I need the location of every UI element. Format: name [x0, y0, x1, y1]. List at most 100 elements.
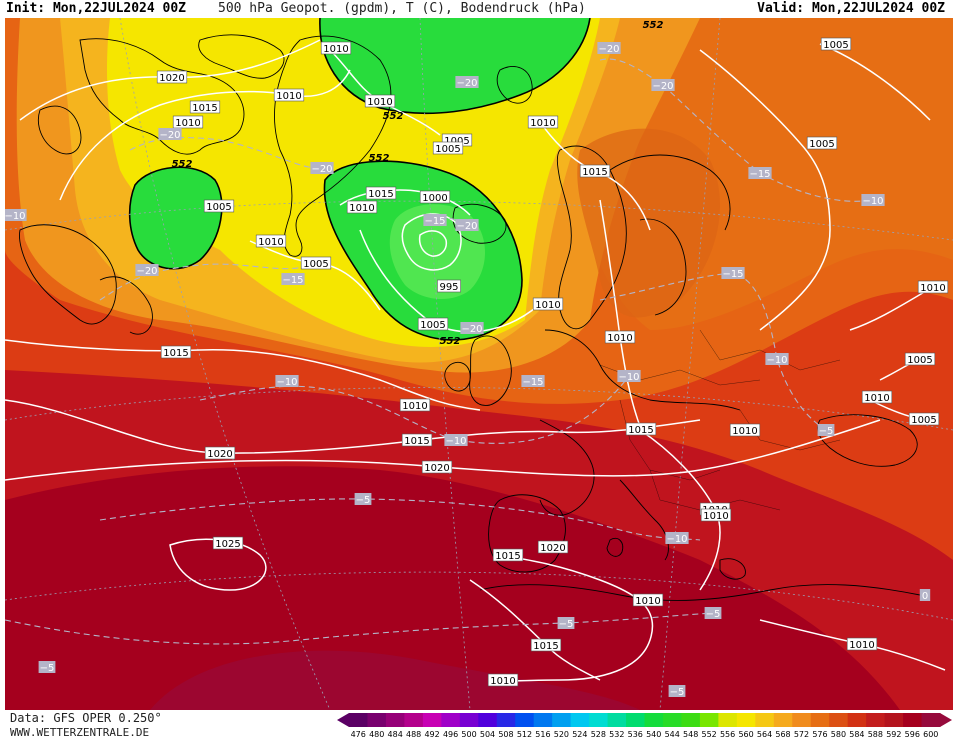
temp-label-text: −5 — [356, 495, 371, 506]
scale-value: 552 — [701, 730, 717, 739]
isobar-label: 1005 — [432, 141, 464, 155]
scale-swatch — [404, 713, 424, 727]
isobar-label: 1010 — [861, 390, 893, 404]
scale-swatch — [773, 713, 793, 727]
temp-label-text: −10 — [276, 377, 297, 388]
map-header: Init: Mon,22JUL2024 00Z 500 hPa Geopot. … — [0, 0, 959, 18]
scale-swatch — [736, 713, 756, 727]
temp-label-text: −15 — [749, 169, 770, 180]
temp-label-text: −5 — [670, 687, 685, 698]
temp-label: −20 — [158, 128, 182, 141]
temp-label: −20 — [135, 264, 159, 277]
isobar-label: 1020 — [204, 446, 236, 460]
scale-swatch — [829, 713, 849, 727]
isobar-label-text: 1010 — [323, 44, 348, 55]
isobar-label: 1015 — [365, 186, 397, 200]
temp-label-text: −20 — [461, 324, 482, 335]
isobar-label-text: 1010 — [607, 333, 632, 344]
website-credit: WWW.WETTERZENTRALE.DE — [10, 726, 150, 739]
temp-label-text: −15 — [722, 269, 743, 280]
isobar-label-text: 1015 — [533, 641, 558, 652]
color-scale — [337, 713, 952, 727]
scale-value: 520 — [553, 730, 570, 739]
isobar-label-text: 1010 — [635, 596, 660, 607]
temp-label: −15 — [721, 267, 745, 280]
isobar-label-text: 1005 — [303, 259, 328, 270]
isobar-label: 1000 — [419, 190, 451, 204]
isobar-label-text: 1005 — [435, 144, 460, 155]
temp-label: −15 — [521, 375, 545, 388]
scale-value: 576 — [812, 730, 828, 739]
isobar-label-text: 1015 — [582, 167, 607, 178]
scale-swatch — [921, 713, 941, 727]
isobar-label-text: 1015 — [495, 551, 520, 562]
scale-swatch — [903, 713, 923, 727]
scale-value: 492 — [424, 730, 440, 739]
isobar-label: 1015 — [189, 100, 221, 114]
scale-value: 500 — [461, 730, 477, 739]
isobar-label: 1015 — [401, 433, 433, 447]
scale-value: 580 — [830, 730, 847, 739]
temp-label: −5 — [704, 607, 722, 620]
temp-label: −20 — [455, 76, 479, 89]
isobar-label: 1010 — [527, 115, 559, 129]
temp-label: −5 — [354, 493, 372, 506]
coastlines — [19, 34, 921, 601]
isobar-label: 1010 — [532, 297, 564, 311]
temp-label-text: −5 — [559, 619, 574, 630]
temp-label: −5 — [668, 685, 686, 698]
isobar-label-text: 1015 — [628, 425, 653, 436]
temp-label-text: −10 — [5, 211, 26, 222]
scale-swatch — [441, 713, 461, 727]
field-green-north — [319, 18, 590, 114]
scale-swatch — [681, 713, 701, 727]
isobar-label-text: 1010 — [175, 118, 200, 129]
temp-label-text: −20 — [159, 130, 180, 141]
isobar-label-text: 1020 — [424, 463, 449, 474]
scale-value: 508 — [498, 730, 514, 739]
isobar-label: 1015 — [579, 164, 611, 178]
scale-swatch — [866, 713, 886, 727]
temp-label: −10 — [617, 370, 641, 383]
isobar-label-text: 1005 — [420, 320, 445, 331]
scale-swatch — [570, 713, 590, 727]
contour-552-low — [323, 160, 523, 341]
scale-swatch — [589, 713, 609, 727]
scale-arrow-left — [337, 713, 349, 727]
graticule — [5, 18, 953, 710]
isobar-label: 1005 — [417, 317, 449, 331]
temp-label: −10 — [275, 375, 299, 388]
isobar-label: 1010 — [917, 280, 949, 294]
isobar-label: 1010 — [487, 673, 519, 687]
isobar-label: 1005 — [820, 37, 852, 51]
isobar-label: 1015 — [625, 422, 657, 436]
isobar-label-text: 1005 — [206, 202, 231, 213]
scale-swatch — [496, 713, 516, 727]
isobar-label: 1010 — [632, 593, 664, 607]
isobar-label-text: 1010 — [490, 676, 515, 687]
temp-label-text: −10 — [766, 355, 787, 366]
temp-label: −5 — [817, 424, 835, 437]
scale-swatch — [459, 713, 479, 727]
scale-value: 504 — [479, 730, 496, 739]
isobar-label-text: 1010 — [367, 97, 392, 108]
scale-arrow-right — [940, 713, 952, 727]
scale-swatch — [792, 713, 812, 727]
temp-label-text: −20 — [456, 78, 477, 89]
temp-label: −10 — [665, 532, 689, 545]
temp-label: −20 — [460, 322, 484, 335]
scale-value: 488 — [406, 730, 422, 739]
isobar-label: 1015 — [492, 548, 524, 562]
scale-swatch — [349, 713, 368, 727]
temp-label: −20 — [455, 219, 479, 232]
isobar-label: 1010 — [346, 200, 378, 214]
isobar-label: 1025 — [212, 536, 244, 550]
scale-value: 572 — [793, 730, 810, 739]
data-source: Data: GFS OPER 0.250° — [10, 711, 162, 725]
scale-value: 480 — [369, 730, 385, 739]
scale-value: 496 — [442, 730, 459, 739]
field-dark-pocket — [150, 650, 640, 710]
isobar-label-text: 1010 — [849, 640, 874, 651]
scale-value: 596 — [904, 730, 920, 739]
weather-map[interactable]: 1010 1020 1010 1015 1010 1010 1005 1005 1010 1005… — [5, 18, 953, 710]
